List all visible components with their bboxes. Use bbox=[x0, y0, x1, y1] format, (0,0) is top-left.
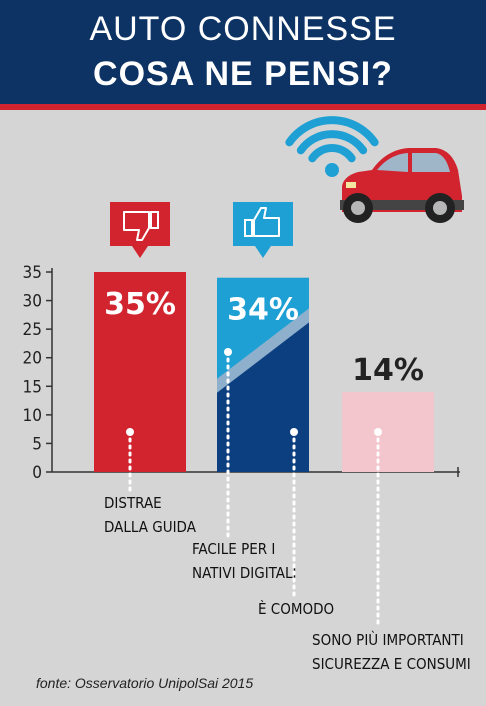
thumb-cuff bbox=[150, 211, 159, 229]
car-bumper bbox=[340, 200, 464, 210]
leader-dot bbox=[126, 428, 134, 436]
car-hub bbox=[351, 201, 365, 215]
bar-value-label-0: 35% bbox=[104, 287, 176, 322]
leader-dot bbox=[374, 428, 382, 436]
title-line-2: COSA NE PENSI? bbox=[93, 55, 393, 93]
thumb-hand bbox=[123, 211, 150, 241]
car-window-front bbox=[377, 153, 408, 172]
y-tick-label: 25 bbox=[23, 320, 42, 340]
y-tick-label: 0 bbox=[32, 463, 42, 483]
source-note: fonte: Osservatorio UnipolSai 2015 bbox=[36, 675, 254, 691]
y-tick-label: 30 bbox=[23, 292, 42, 312]
bar-value-label-1: 34% bbox=[227, 293, 299, 328]
category-label: SONO PIÙ IMPORTANTI bbox=[312, 630, 464, 649]
header-banner bbox=[0, 0, 486, 104]
thumb-hand bbox=[253, 207, 280, 237]
leader-dot bbox=[290, 428, 298, 436]
car-window-rear bbox=[412, 153, 450, 172]
bar-2 bbox=[342, 392, 434, 472]
car-icon bbox=[340, 148, 464, 223]
speech-bubble-tail bbox=[132, 246, 148, 258]
category-label: SICUREZZA E CONSUMI bbox=[312, 655, 471, 673]
car-hub bbox=[433, 201, 447, 215]
category-label: È COMODO bbox=[258, 599, 334, 618]
wifi-arc bbox=[308, 144, 356, 163]
bar-1-bottom bbox=[217, 322, 309, 472]
leader-dot bbox=[224, 348, 232, 356]
thumbs-down-icon bbox=[110, 202, 170, 258]
speech-bubble bbox=[110, 202, 170, 246]
category-label: DALLA GUIDA bbox=[104, 518, 197, 536]
title-line-1: AUTO CONNESSE bbox=[89, 10, 397, 48]
speech-bubble bbox=[233, 202, 293, 246]
wifi-icon bbox=[285, 116, 379, 177]
speech-bubble-tail bbox=[255, 246, 271, 258]
wifi-dot bbox=[325, 163, 339, 177]
bar-value-label-2: 14% bbox=[352, 353, 424, 388]
wifi-arc bbox=[285, 116, 379, 147]
category-label: FACILE PER I bbox=[192, 540, 275, 558]
y-tick-label: 20 bbox=[23, 349, 42, 369]
y-tick-label: 10 bbox=[23, 406, 42, 426]
category-label: DISTRAE bbox=[104, 494, 162, 512]
category-label: NATIVI DIGITALI bbox=[192, 564, 296, 582]
header-stripe bbox=[0, 104, 486, 110]
wifi-arc bbox=[296, 130, 368, 155]
y-tick-label: 35 bbox=[23, 263, 42, 283]
y-tick-label: 5 bbox=[32, 434, 42, 454]
bar-1-divider bbox=[217, 308, 309, 393]
thumbs-up-icon bbox=[233, 202, 293, 258]
thumb-cuff bbox=[244, 219, 253, 237]
bar-0 bbox=[94, 272, 186, 472]
y-tick-label: 15 bbox=[23, 377, 42, 397]
car-headlight bbox=[346, 182, 356, 188]
